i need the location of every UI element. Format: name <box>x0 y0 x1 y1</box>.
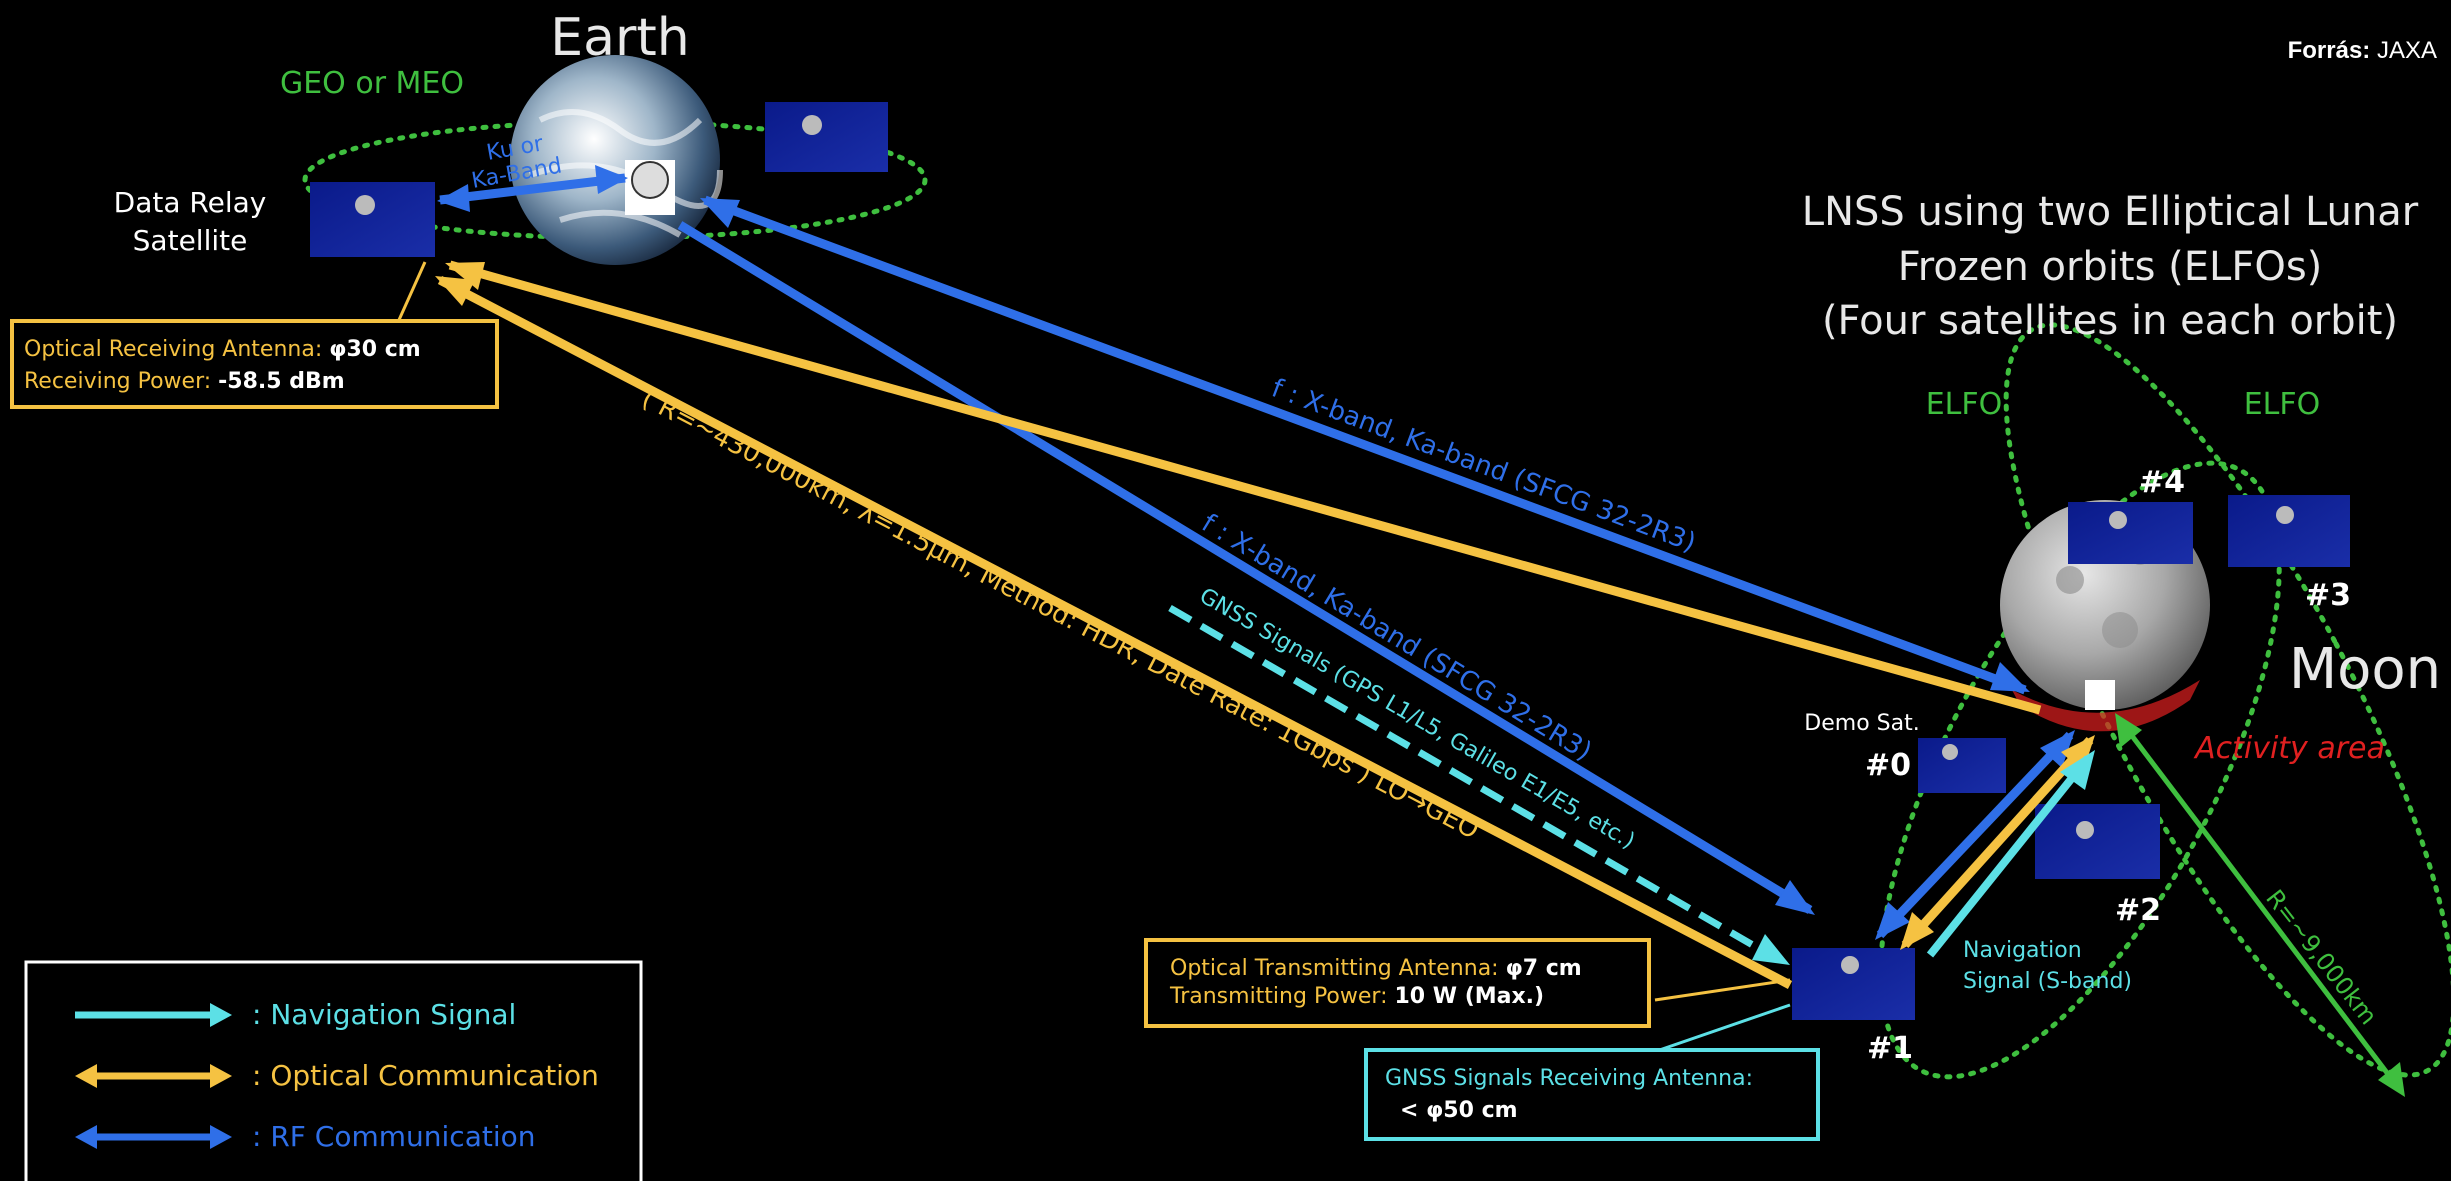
rf-link-upper <box>703 195 2027 695</box>
relay-label-line1: Data Relay <box>114 186 267 219</box>
geo-satellite-icon <box>765 102 888 172</box>
legend-label-rf: : RF Communication <box>252 1120 536 1153</box>
ku-ka-arrowhead-right <box>595 165 628 194</box>
moon-crater-1 <box>2056 566 2084 594</box>
rf-link-lower <box>677 221 1813 914</box>
sat-2-label: #2 <box>2115 893 2161 928</box>
elfo-orbit-right <box>2003 322 2451 1078</box>
sat-1-label: #1 <box>1867 1031 1913 1066</box>
ground-station-dish-icon <box>625 160 675 215</box>
optical-sat1-moon-arrowhead-moon <box>2061 735 2095 772</box>
tx-callout-connector <box>1654 978 1791 1002</box>
tx-box-line2: Transmitting Power: 10 W (Max.) <box>1169 984 1544 1009</box>
ku-ka-arrowhead-left <box>437 184 470 212</box>
data-relay-satellite-icon <box>310 182 435 257</box>
sat-4-label: #4 <box>2139 465 2185 500</box>
elfo-left-label: ELFO <box>1926 387 2003 422</box>
moon-radius-label: R=~9,000km <box>2260 884 2382 1030</box>
elfo-orbit-left <box>1878 460 2282 1080</box>
legend-label-optical: : Optical Communication <box>252 1059 599 1092</box>
rf-lower-arrowhead-sat1 <box>1775 880 1815 915</box>
navigation-signal-link <box>1926 755 2092 958</box>
moon-crater-3 <box>2102 612 2138 648</box>
gnss-signal-dashed-link <box>1168 604 1772 959</box>
relay-info-box <box>10 319 499 409</box>
optical-link-relay-sat1 <box>437 276 1793 989</box>
earth-title: Earth <box>550 8 689 68</box>
sat-3-label: #3 <box>2305 578 2351 613</box>
optical-relay-moon-arrowhead-relay <box>445 262 485 290</box>
demo-sat-label: Demo Sat. <box>1804 711 1919 736</box>
lnss-title-line3: (Four satellites in each orbit) <box>1822 298 2398 344</box>
radius-arrowhead-bottom <box>2378 1062 2405 1097</box>
activity-area-label: Activity area <box>2193 731 2385 766</box>
gnss-box-line2: < φ50 cm <box>1400 1098 1518 1123</box>
optical-sat1-moon-arrowhead <box>1900 912 1934 950</box>
legend-arrow-optical <box>75 1064 232 1088</box>
optical-link-sat1-moon <box>1901 736 2094 949</box>
navigation-arrowhead <box>2060 750 2095 790</box>
satellite-4-icon <box>2068 502 2193 564</box>
lnss-title-line2: Frozen orbits (ELFOs) <box>1898 244 2323 290</box>
optical-relay-sat1-arrowhead-relay <box>435 276 475 306</box>
radius-arrowhead-top <box>2115 713 2142 748</box>
lunar-lander-icon <box>2085 680 2115 710</box>
tx-box-line1: Optical Transmitting Antenna: φ7 cm <box>1170 956 1582 981</box>
ku-ka-band-link <box>439 173 626 205</box>
relay-box-line2: Receiving Power: -58.5 dBm <box>24 369 345 394</box>
rf-upper-arrowhead-earth <box>700 198 740 228</box>
satellite-3-icon <box>2228 495 2350 567</box>
elfo-right-label: ELFO <box>2244 387 2321 422</box>
legend-arrow-navigation <box>75 1003 232 1027</box>
rf-sat1-moon-arrowhead-sat1 <box>1875 902 1910 940</box>
rf-upper-arrowhead-moon <box>1990 662 2030 692</box>
geo-meo-label: GEO or MEO <box>280 66 464 101</box>
relay-label-line2: Satellite <box>133 224 248 257</box>
relay-box-line1: Optical Receiving Antenna: φ30 cm <box>24 337 421 362</box>
source-credit: Forrás: JAXA <box>2288 37 2437 64</box>
legend-label-navigation: : Navigation Signal <box>252 998 516 1031</box>
moon-radius-line <box>2118 718 2402 1092</box>
optical-link-relay-moon <box>448 260 2042 715</box>
sat-0-label: #0 <box>1865 748 1911 783</box>
navigation-label-line1: Navigation <box>1963 938 2082 963</box>
gnss-arrowhead <box>1752 934 1790 965</box>
tx-info-box <box>1144 938 1651 1028</box>
moon-label: Moon <box>2289 637 2441 702</box>
rf-link-sat1-moon <box>1876 731 2074 939</box>
legend-box <box>24 960 643 1181</box>
moon-activity-area <box>2012 680 2200 732</box>
satellite-2-icon <box>2035 804 2160 879</box>
legend-arrow-rf <box>75 1125 232 1149</box>
navigation-label-line2: Signal (S-band) <box>1963 969 2132 994</box>
rf-sat1-moon-arrowhead-moon <box>2040 730 2075 768</box>
rf-upper-label: f : X-band, Ka-band (SFCG 32-2R3) <box>1268 373 1700 558</box>
satellite-0-icon <box>1918 738 2006 793</box>
gnss-info-box <box>1364 1048 1820 1141</box>
lnss-title-line1: LNSS using two Elliptical Lunar <box>1802 189 2419 235</box>
gnss-box-line1: GNSS Signals Receiving Antenna: <box>1385 1066 1753 1091</box>
satellite-1-icon <box>1792 948 1915 1020</box>
gnss-callout-connector <box>1644 1003 1791 1057</box>
